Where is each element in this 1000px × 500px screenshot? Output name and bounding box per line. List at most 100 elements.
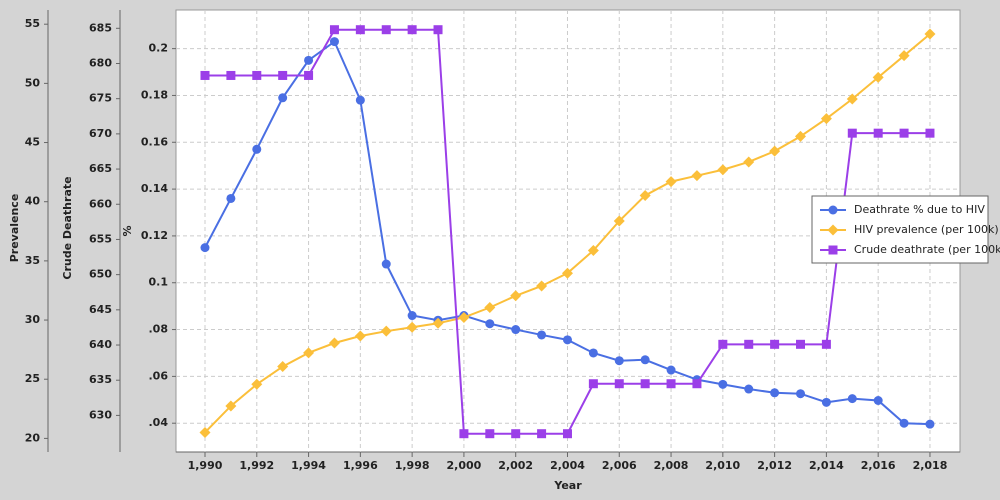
point <box>873 128 883 138</box>
point <box>511 325 521 335</box>
point <box>277 361 289 373</box>
point <box>200 70 210 80</box>
point <box>821 397 831 407</box>
y-tick-label: 630 <box>89 408 112 421</box>
y-tick-label: 645 <box>89 303 112 316</box>
point <box>510 290 522 302</box>
point <box>354 330 366 342</box>
y-tick-label: 55 <box>25 17 40 30</box>
y-tick-label: 670 <box>89 127 112 140</box>
point <box>846 93 858 105</box>
point <box>381 25 391 35</box>
y-tick-label: .08 <box>149 323 169 336</box>
point <box>458 311 470 323</box>
x-axis-title: Year <box>553 479 582 492</box>
point <box>226 70 236 80</box>
point <box>251 378 263 390</box>
point <box>329 37 339 47</box>
x-tick-label: 2,018 <box>913 459 948 472</box>
point <box>743 156 755 168</box>
y-tick-label: .04 <box>149 416 169 429</box>
point <box>433 25 443 35</box>
point <box>485 319 495 329</box>
point <box>225 400 237 412</box>
point <box>485 429 495 439</box>
point <box>588 348 598 358</box>
y-tick-label: 0.18 <box>141 88 168 101</box>
legend-label: Crude deathrate (per 100k) <box>854 243 1000 256</box>
point <box>640 379 650 389</box>
point <box>380 325 392 337</box>
y-axis-title: % <box>121 225 134 236</box>
point <box>665 176 677 188</box>
point <box>484 302 496 314</box>
point <box>899 128 909 138</box>
point <box>691 170 703 182</box>
x-tick-label: 2,002 <box>498 459 533 472</box>
y-tick-label: 45 <box>25 136 40 149</box>
point <box>200 243 210 253</box>
legend-marker <box>828 245 838 255</box>
point <box>561 267 573 279</box>
y-tick-label: 25 <box>25 372 40 385</box>
point <box>872 71 884 83</box>
y-tick-label: 680 <box>89 56 112 69</box>
point <box>304 70 314 80</box>
point <box>640 355 650 365</box>
point <box>407 25 417 35</box>
point <box>303 347 315 359</box>
y-tick-label: 0.16 <box>141 135 168 148</box>
y-tick-label: 650 <box>89 268 112 281</box>
y-tick-label: 0.2 <box>149 42 169 55</box>
legend-marker <box>827 224 839 236</box>
point <box>692 379 702 389</box>
x-tick-label: 2,012 <box>757 459 792 472</box>
x-tick-label: 1,996 <box>343 459 378 472</box>
point <box>770 388 780 398</box>
point <box>924 28 936 40</box>
point <box>639 189 651 201</box>
y-tick-label: 655 <box>89 232 112 245</box>
y-tick-label: 0.12 <box>141 229 168 242</box>
point <box>718 339 728 349</box>
point <box>925 128 935 138</box>
point <box>587 244 599 256</box>
point <box>226 193 236 203</box>
point <box>355 25 365 35</box>
point <box>796 389 806 399</box>
y-tick-label: 0.1 <box>149 276 169 289</box>
x-tick-label: 1,998 <box>395 459 430 472</box>
point <box>820 113 832 125</box>
x-tick-label: 2,006 <box>602 459 637 472</box>
point <box>795 130 807 142</box>
legend-marker <box>828 205 838 215</box>
x-tick-label: 1,990 <box>188 459 223 472</box>
point <box>407 311 417 321</box>
y-tick-label: 40 <box>25 195 41 208</box>
point <box>432 317 444 329</box>
point <box>406 321 418 333</box>
x-tick-label: 1,992 <box>239 459 274 472</box>
x-tick-label: 2,014 <box>809 459 844 472</box>
y-tick-label: 665 <box>89 162 112 175</box>
point <box>329 25 339 35</box>
x-tick-label: 2,000 <box>447 459 482 472</box>
y-tick-label: 685 <box>89 21 112 34</box>
point <box>770 339 780 349</box>
y2-axis-title: Crude Deathrate <box>61 176 74 279</box>
point <box>537 330 547 340</box>
point <box>899 418 909 428</box>
point <box>613 215 625 227</box>
point <box>328 337 340 349</box>
y-tick-label: 30 <box>25 313 41 326</box>
point <box>666 365 676 375</box>
x-tick-label: 2,016 <box>861 459 896 472</box>
point <box>821 339 831 349</box>
point <box>278 93 288 103</box>
point <box>925 419 935 429</box>
point <box>278 70 288 80</box>
y-tick-label: 50 <box>25 76 41 89</box>
point <box>847 394 857 404</box>
y-tick-label: 675 <box>89 92 112 105</box>
